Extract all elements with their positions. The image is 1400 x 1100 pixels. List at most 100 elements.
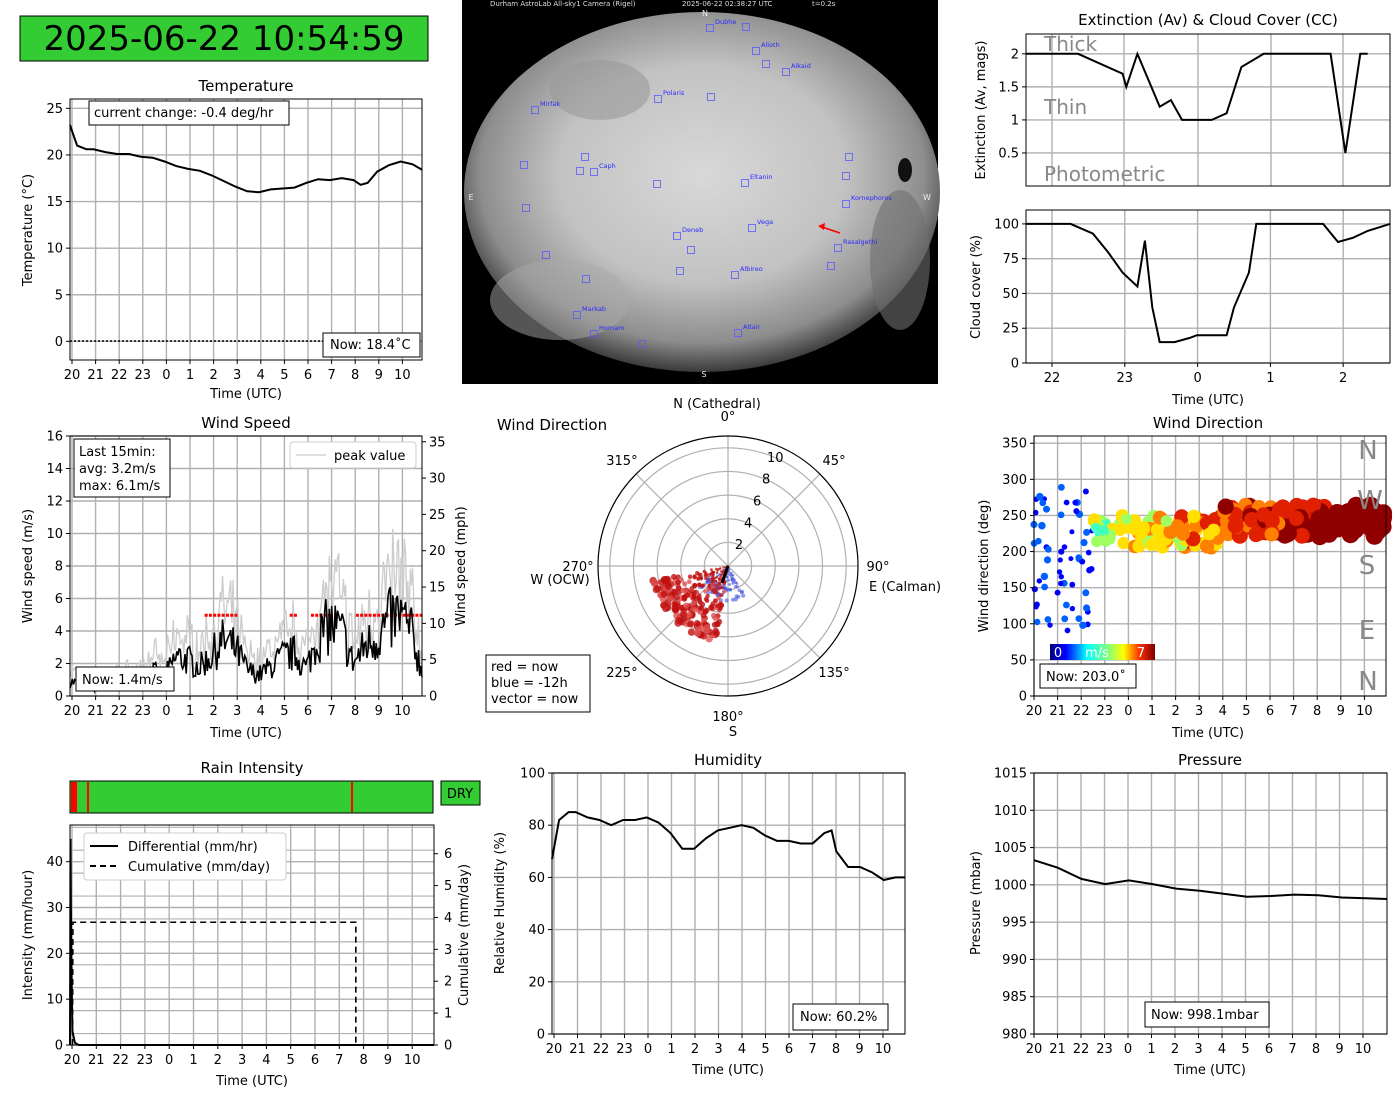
y-tick-label: 995 bbox=[1002, 916, 1027, 931]
wind-sample bbox=[1207, 523, 1221, 537]
y-tick-label: 0 bbox=[55, 335, 63, 350]
wind-sample bbox=[675, 585, 682, 592]
star-marker bbox=[782, 68, 790, 76]
wind-sample bbox=[1294, 527, 1310, 544]
wind-direction-points bbox=[1030, 483, 1393, 634]
y2-tick-label: 1 bbox=[444, 1007, 452, 1022]
x-tick-label: 10 bbox=[404, 1053, 421, 1068]
wind-sample bbox=[1288, 510, 1304, 526]
wind-sample bbox=[1075, 615, 1083, 622]
y-tick-label: 50 bbox=[1002, 287, 1019, 302]
star-markers: Dubhe Alioth Alkaid Mirfak Polaris Caph Eltani… bbox=[520, 18, 892, 348]
star-label: Dubhe bbox=[715, 18, 736, 26]
wind-sample bbox=[1264, 527, 1279, 542]
wind-sample bbox=[652, 585, 660, 594]
wind-sample bbox=[704, 598, 710, 603]
wind-sample bbox=[1310, 509, 1328, 528]
humidity-grid bbox=[552, 772, 905, 1035]
wind-sample bbox=[702, 609, 708, 615]
wind-sample bbox=[721, 570, 724, 574]
x-tick-label: 20 bbox=[64, 1053, 81, 1068]
wind-sample bbox=[717, 603, 722, 608]
angle-label: 225° bbox=[606, 666, 637, 681]
plot-frame bbox=[69, 824, 435, 1046]
peak-marker bbox=[204, 613, 208, 617]
star-marker bbox=[707, 93, 715, 101]
x-tick-label: 0 bbox=[162, 704, 170, 719]
west-label: W (OCW) bbox=[530, 573, 589, 588]
y2-tick-label: 6 bbox=[444, 847, 452, 862]
wind-sample bbox=[735, 584, 739, 589]
y-tick-label: 60 bbox=[528, 871, 545, 886]
x-tick-label: 8 bbox=[1313, 704, 1321, 719]
y-tick-label: 250 bbox=[1002, 509, 1027, 524]
temperature-series bbox=[69, 124, 423, 194]
wind-sample bbox=[719, 576, 723, 579]
wind-sample bbox=[703, 589, 708, 594]
star-marker bbox=[581, 153, 589, 161]
x-tick-label: 8 bbox=[1312, 1042, 1320, 1057]
compass-e: E bbox=[468, 193, 473, 202]
wind-sample bbox=[710, 580, 714, 584]
plot-frame bbox=[69, 98, 423, 361]
y-tick-label: 40 bbox=[46, 855, 63, 870]
peak-marker bbox=[355, 613, 359, 617]
x-tick-label: 2 bbox=[1171, 704, 1179, 719]
zone-photometric: Photometric bbox=[1044, 162, 1165, 186]
direction-arrow bbox=[821, 226, 841, 234]
wind-sample bbox=[697, 582, 702, 588]
x-tick-label: 1 bbox=[186, 368, 194, 383]
star-marker bbox=[834, 244, 842, 252]
wind-sample bbox=[728, 587, 732, 592]
wind-sample bbox=[719, 593, 723, 598]
wind-sample bbox=[707, 583, 712, 588]
peak-marker bbox=[364, 613, 368, 617]
wind-sample bbox=[1068, 556, 1074, 562]
zone-thick: Thick bbox=[1043, 32, 1097, 56]
y-tick-label: 0.5 bbox=[998, 146, 1019, 161]
wind-sample bbox=[1367, 503, 1385, 521]
star-label: Altair bbox=[743, 323, 761, 331]
x-tick-label: 10 bbox=[1355, 1042, 1372, 1057]
chart-title: Temperature bbox=[197, 77, 293, 95]
x-tick-label: 4 bbox=[1218, 1042, 1226, 1057]
wind-sample bbox=[1038, 521, 1046, 530]
y-tick-label: 50 bbox=[1010, 653, 1027, 668]
wind-sample bbox=[1305, 497, 1322, 513]
y-tick-label: 15 bbox=[46, 195, 63, 210]
x-tick-label: 3 bbox=[1194, 1042, 1202, 1057]
y2-tick-label: 0 bbox=[429, 690, 437, 705]
y-tick-label: 200 bbox=[1002, 545, 1027, 560]
wind-sample bbox=[727, 579, 731, 582]
wind-sample bbox=[713, 590, 717, 595]
x-axis-label: Time (UTC) bbox=[215, 1074, 288, 1089]
wind-sample bbox=[736, 594, 741, 599]
x-tick-label: 0 bbox=[1193, 371, 1201, 386]
y-tick-label: 985 bbox=[1002, 990, 1027, 1005]
allsky-header-mid: 2025-06-22 02:38:27 UTC bbox=[682, 0, 773, 8]
r-tick-label: 6 bbox=[753, 494, 761, 509]
wind-sample bbox=[1175, 526, 1190, 541]
wind-sample bbox=[730, 571, 733, 574]
compass-letter: W bbox=[1357, 486, 1383, 516]
wind-sample bbox=[1047, 622, 1053, 628]
x-tick-label: 2 bbox=[209, 704, 217, 719]
wind-sample bbox=[709, 577, 713, 581]
wind-sample bbox=[710, 568, 713, 572]
wind-sample bbox=[699, 575, 703, 580]
x-tick-label: 21 bbox=[1049, 704, 1066, 719]
stats-box bbox=[73, 438, 171, 498]
legend-box bbox=[289, 441, 417, 469]
y-tick-label: 5 bbox=[55, 288, 63, 303]
star-marker bbox=[576, 167, 584, 175]
peak-marker bbox=[377, 613, 381, 617]
x-tick-label: 20 bbox=[64, 368, 81, 383]
wind-sample bbox=[726, 576, 729, 579]
wind-sample bbox=[667, 595, 674, 602]
angle-label: 180° bbox=[712, 710, 743, 725]
wind-sample bbox=[1085, 549, 1092, 556]
wind-sample bbox=[702, 569, 706, 574]
wind-sample bbox=[1117, 536, 1130, 550]
